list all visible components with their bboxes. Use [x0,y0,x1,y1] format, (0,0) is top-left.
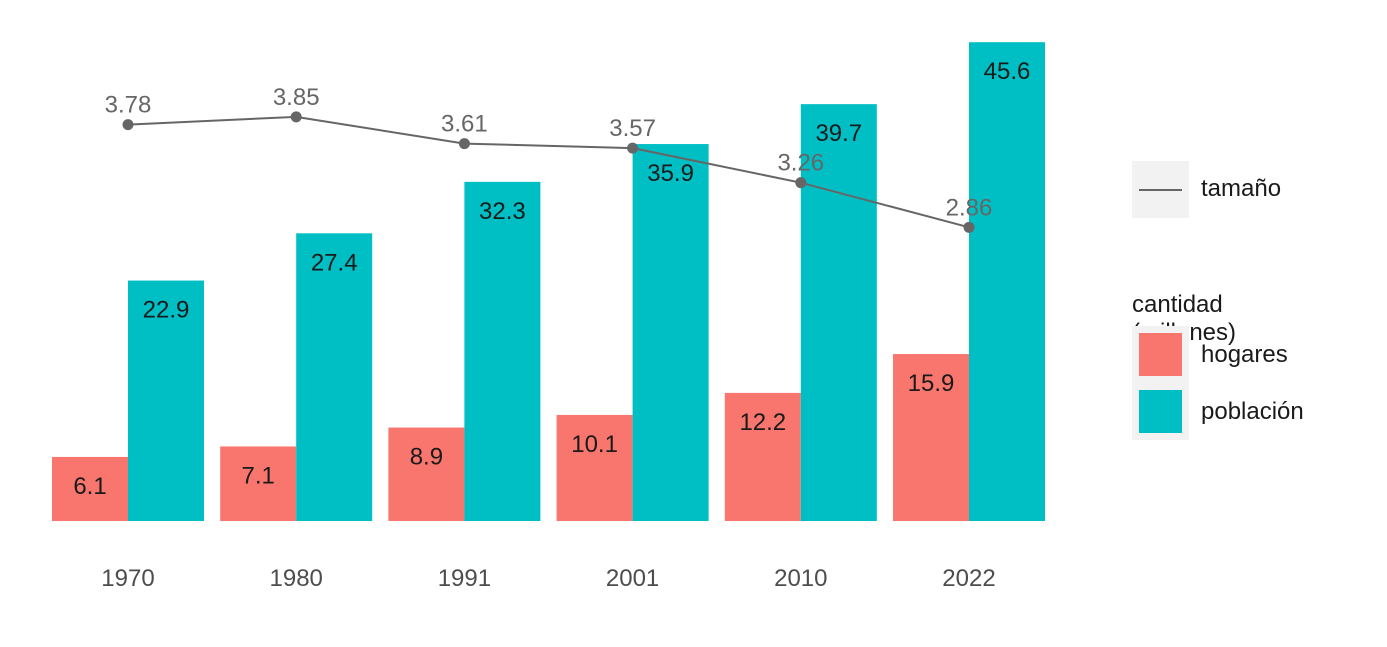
line-label-tamano-1991: 3.61 [441,111,488,138]
bar-hogares-2010 [724,392,801,521]
x-tick-label-2010: 2010 [774,565,827,592]
bar-hogares-1991 [388,427,465,521]
x-tick-label-1991: 1991 [438,565,491,592]
line-tamano [127,115,970,229]
bar-poblacion-1980 [296,233,373,522]
bar-label-poblacion-2001: 35.9 [647,160,694,187]
point-tamano-1991 [458,138,470,150]
line-label-tamano-1970: 3.78 [105,92,152,119]
legend-swatch-hogares [1139,333,1182,376]
bar-poblacion-1991 [464,181,541,521]
legend-label-tamano: tamaño [1201,175,1282,202]
bar-label-poblacion-1991: 32.3 [479,198,526,225]
bar-label-poblacion-2022: 45.6 [984,58,1031,85]
bar-label-poblacion-1980: 27.4 [311,249,358,276]
bar-label-hogares-1970: 6.1 [73,473,106,500]
line-label-tamano-1980: 3.85 [273,84,320,111]
point-tamano-2001 [627,142,639,154]
point-tamano-1970 [122,119,134,131]
x-tick-label-1970: 1970 [101,565,154,592]
point-tamano-2022 [963,221,975,233]
bar-poblacion-1970 [128,280,204,521]
bar-label-hogares-2001: 10.1 [571,431,618,458]
bar-label-hogares-1991: 8.9 [410,444,443,471]
point-tamano-2010 [795,177,807,189]
legend-swatch-poblacion [1139,390,1182,433]
bar-hogares-2001 [556,414,633,521]
bar-hogares-1980 [220,446,297,521]
line-label-tamano-2001: 3.57 [609,115,656,142]
bar-label-poblacion-2010: 39.7 [815,120,862,147]
legend-line-swatch [1139,189,1182,191]
bar-label-hogares-2022: 15.9 [908,370,955,397]
legend-bar-keys [1132,326,1189,440]
bar-hogares-1970 [52,456,128,521]
line-label-tamano-2022: 2.86 [946,194,993,221]
legend-label-hogares: hogares [1201,341,1288,368]
x-tick-label-2001: 2001 [606,565,659,592]
legend-line-key [1132,161,1189,218]
bar-label-hogares-2010: 12.2 [739,409,786,436]
x-tick-label-1980: 1980 [270,565,323,592]
bar-label-hogares-1980: 7.1 [242,462,275,489]
line-label-tamano-2010: 3.26 [777,150,824,177]
legend-label-poblacion: población [1201,398,1304,425]
chart-plot: 6.1 22.9 1970 7.1 27.4 1980 8.9 32.3 1991 10.1 35.… [52,42,1045,592]
bar-poblacion-2010 [800,104,877,522]
bar-poblacion-2001 [632,144,709,522]
bar-label-poblacion-1970: 22.9 [143,297,190,324]
bar-poblacion-2022 [969,42,1045,521]
x-tick-label-2022: 2022 [942,565,995,592]
point-tamano-1980 [290,111,302,123]
bar-hogares-2022 [893,354,969,521]
